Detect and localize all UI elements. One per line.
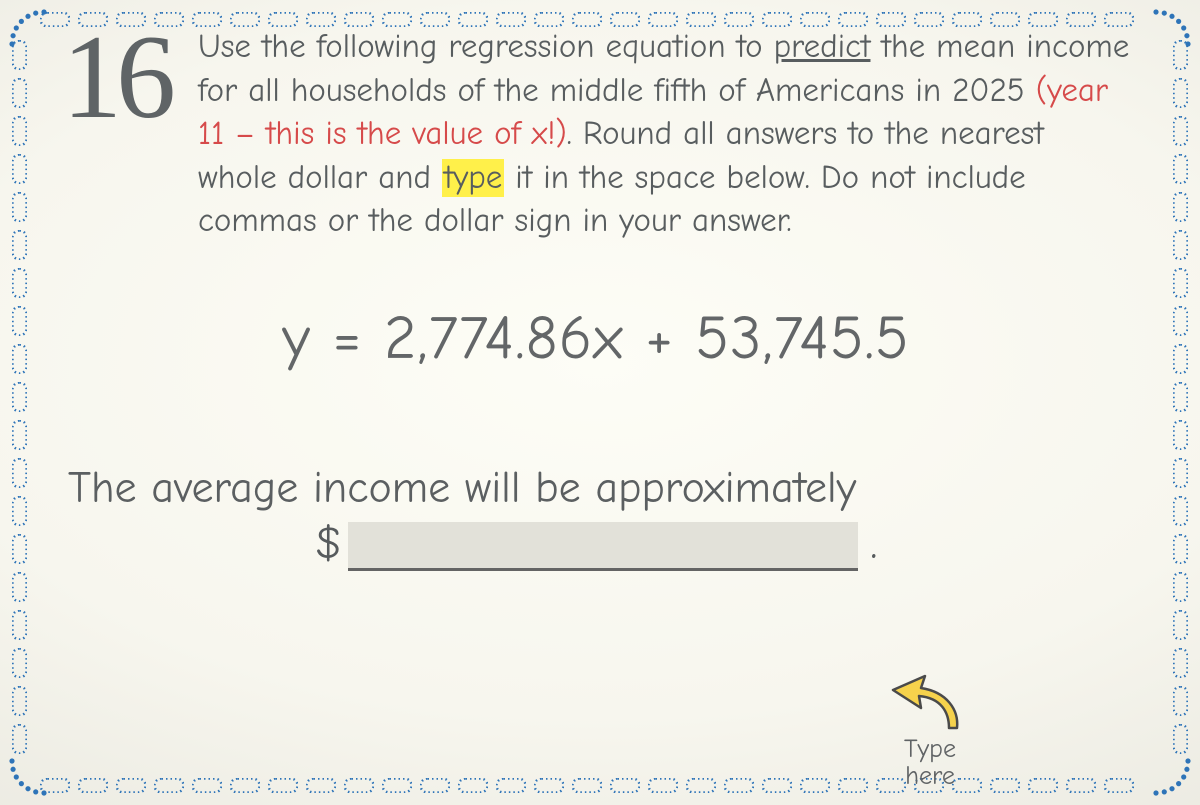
question-number: 16 [62,20,170,134]
answer-period: . [870,518,877,569]
instructions-text: Use the following regression equation to… [198,26,1130,244]
answer-lead-text: The average income will be approximately [62,462,1130,513]
answer-input[interactable] [348,522,858,571]
regression-equation: y = 2,774.86x + 53,745.5 [62,302,1130,374]
question-card: 16 Use the following regression equation… [0,0,1200,805]
currency-symbol: $ [315,517,343,570]
